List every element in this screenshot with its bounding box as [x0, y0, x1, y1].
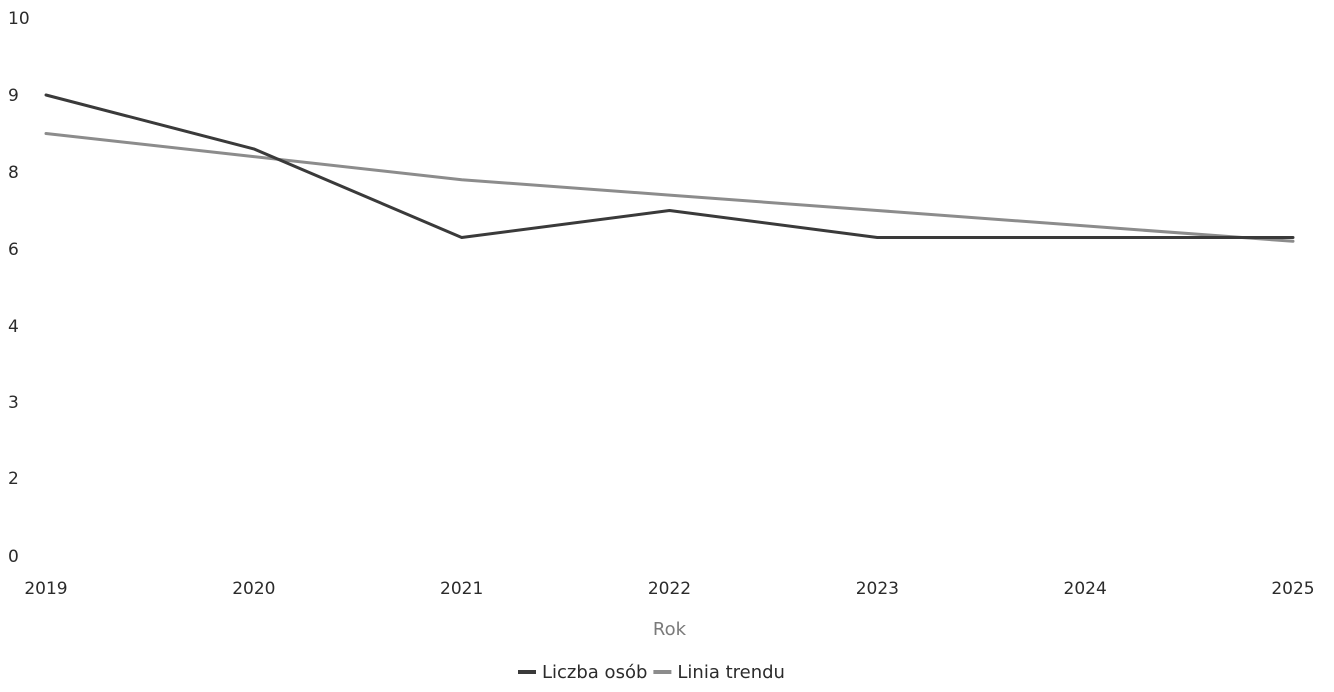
y-tick-label: 9 [8, 86, 19, 106]
x-tick-label: 2021 [440, 579, 483, 599]
x-axis-tick-labels: 2019 2020 2021 2022 2023 2024 2025 [24, 579, 1314, 599]
x-axis-title: Rok [653, 619, 687, 640]
x-tick-label: 2019 [24, 579, 67, 599]
legend: Liczba osób Linia trendu [518, 662, 785, 683]
y-tick-label: 4 [8, 317, 19, 337]
x-tick-label: 2024 [1064, 579, 1107, 599]
y-tick-label: 2 [8, 469, 19, 489]
series-lines [44, 93, 1295, 243]
x-tick-label: 2023 [856, 579, 899, 599]
legend-label: Linia trendu [677, 662, 785, 683]
y-tick-label: 10 [8, 9, 30, 29]
y-axis-tick-labels: 0 2 3 4 6 8 9 10 [8, 9, 30, 567]
y-tick-label: 3 [8, 393, 19, 413]
y-tick-label: 8 [8, 163, 19, 183]
series-line [44, 132, 1295, 243]
series-line [44, 93, 1295, 239]
legend-label: Liczba osób [542, 662, 647, 683]
y-tick-label: 0 [8, 547, 19, 567]
x-tick-label: 2022 [648, 579, 691, 599]
y-tick-label: 6 [8, 240, 19, 260]
x-tick-label: 2025 [1271, 579, 1314, 599]
x-tick-label: 2020 [232, 579, 275, 599]
